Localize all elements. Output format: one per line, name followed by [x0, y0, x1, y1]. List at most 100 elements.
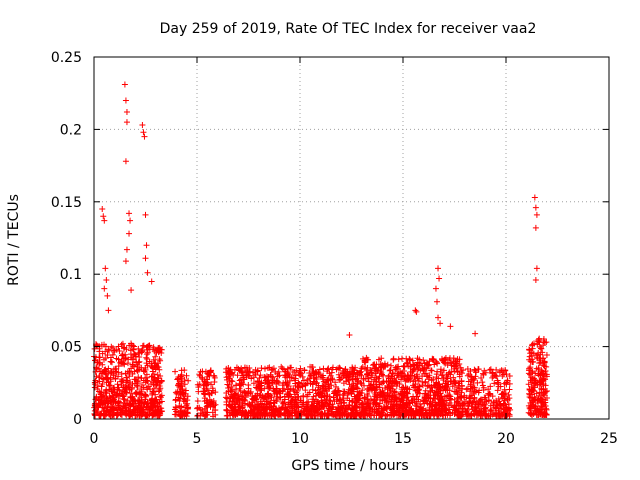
data-point	[204, 397, 211, 404]
data-point	[470, 398, 477, 405]
data-point	[357, 392, 364, 399]
data-point	[108, 412, 115, 419]
data-point	[497, 368, 504, 375]
data-point	[344, 395, 351, 402]
data-point	[400, 384, 407, 391]
data-point	[282, 379, 289, 386]
data-point	[155, 387, 162, 394]
data-point	[140, 367, 147, 374]
data-point	[122, 379, 129, 386]
data-point	[471, 407, 478, 414]
data-point	[340, 372, 347, 379]
data-point	[426, 374, 433, 381]
data-point	[350, 407, 357, 414]
data-point	[492, 372, 499, 379]
data-point	[223, 412, 230, 419]
data-point	[101, 367, 108, 374]
data-point	[128, 287, 135, 294]
data-point	[135, 374, 142, 381]
data-point	[480, 387, 487, 394]
data-point	[320, 378, 327, 385]
data-point	[176, 384, 183, 391]
data-point	[327, 398, 334, 405]
data-point	[422, 370, 429, 377]
data-point	[478, 402, 485, 409]
data-point	[283, 382, 290, 389]
data-point	[114, 386, 121, 393]
data-point	[143, 354, 150, 361]
data-point	[473, 399, 480, 406]
data-point	[151, 375, 158, 382]
data-point	[333, 406, 340, 413]
data-point	[120, 395, 127, 402]
data-point	[148, 278, 155, 285]
data-point	[533, 365, 540, 372]
data-point	[461, 392, 468, 399]
data-point	[493, 366, 500, 373]
data-point	[92, 377, 99, 384]
data-point	[134, 380, 141, 387]
data-point	[309, 402, 316, 409]
data-point	[100, 213, 107, 220]
data-point	[530, 382, 537, 389]
data-point	[140, 342, 147, 349]
data-point	[437, 320, 444, 327]
data-point	[415, 396, 422, 403]
data-point	[458, 377, 465, 384]
data-point	[479, 379, 486, 386]
data-point	[227, 366, 234, 373]
data-point	[411, 365, 418, 372]
data-point	[366, 405, 373, 412]
data-point	[291, 391, 298, 398]
data-point	[445, 381, 452, 388]
data-point	[174, 376, 181, 383]
data-point	[112, 376, 119, 383]
data-point	[439, 409, 446, 416]
data-point	[401, 375, 408, 382]
data-point	[94, 359, 101, 366]
data-point	[122, 158, 129, 165]
data-point	[102, 348, 109, 355]
data-point	[412, 307, 419, 314]
y-tick-label: 0.05	[51, 340, 82, 356]
data-point	[419, 373, 426, 380]
data-point	[414, 361, 421, 368]
data-point	[352, 364, 359, 371]
data-point	[146, 410, 153, 417]
x-tick-label: 5	[193, 431, 202, 447]
data-point	[472, 330, 479, 337]
data-point	[274, 373, 281, 380]
data-point	[405, 376, 412, 383]
data-point	[450, 355, 457, 362]
data-point	[538, 376, 545, 383]
data-point	[307, 380, 314, 387]
data-point	[110, 405, 117, 412]
data-point	[467, 399, 474, 406]
data-point	[368, 381, 375, 388]
data-point	[102, 355, 109, 362]
data-point	[440, 398, 447, 405]
data-point	[440, 405, 447, 412]
data-point	[237, 407, 244, 414]
data-point	[242, 409, 249, 416]
data-point	[265, 393, 272, 400]
data-point	[428, 408, 435, 415]
data-point	[131, 376, 138, 383]
data-point	[275, 368, 282, 375]
data-point	[154, 371, 161, 378]
data-point	[295, 379, 302, 386]
data-point	[144, 386, 151, 393]
data-point	[101, 394, 108, 400]
data-point	[447, 393, 454, 400]
data-point	[533, 352, 540, 359]
data-point	[171, 406, 178, 413]
data-point	[184, 404, 191, 411]
data-point	[224, 407, 231, 414]
data-point	[368, 369, 375, 376]
data-point	[442, 411, 449, 418]
data-point	[440, 385, 447, 392]
data-point	[506, 380, 513, 387]
data-point	[532, 276, 539, 283]
data-point	[408, 411, 415, 418]
data-point	[529, 358, 536, 365]
